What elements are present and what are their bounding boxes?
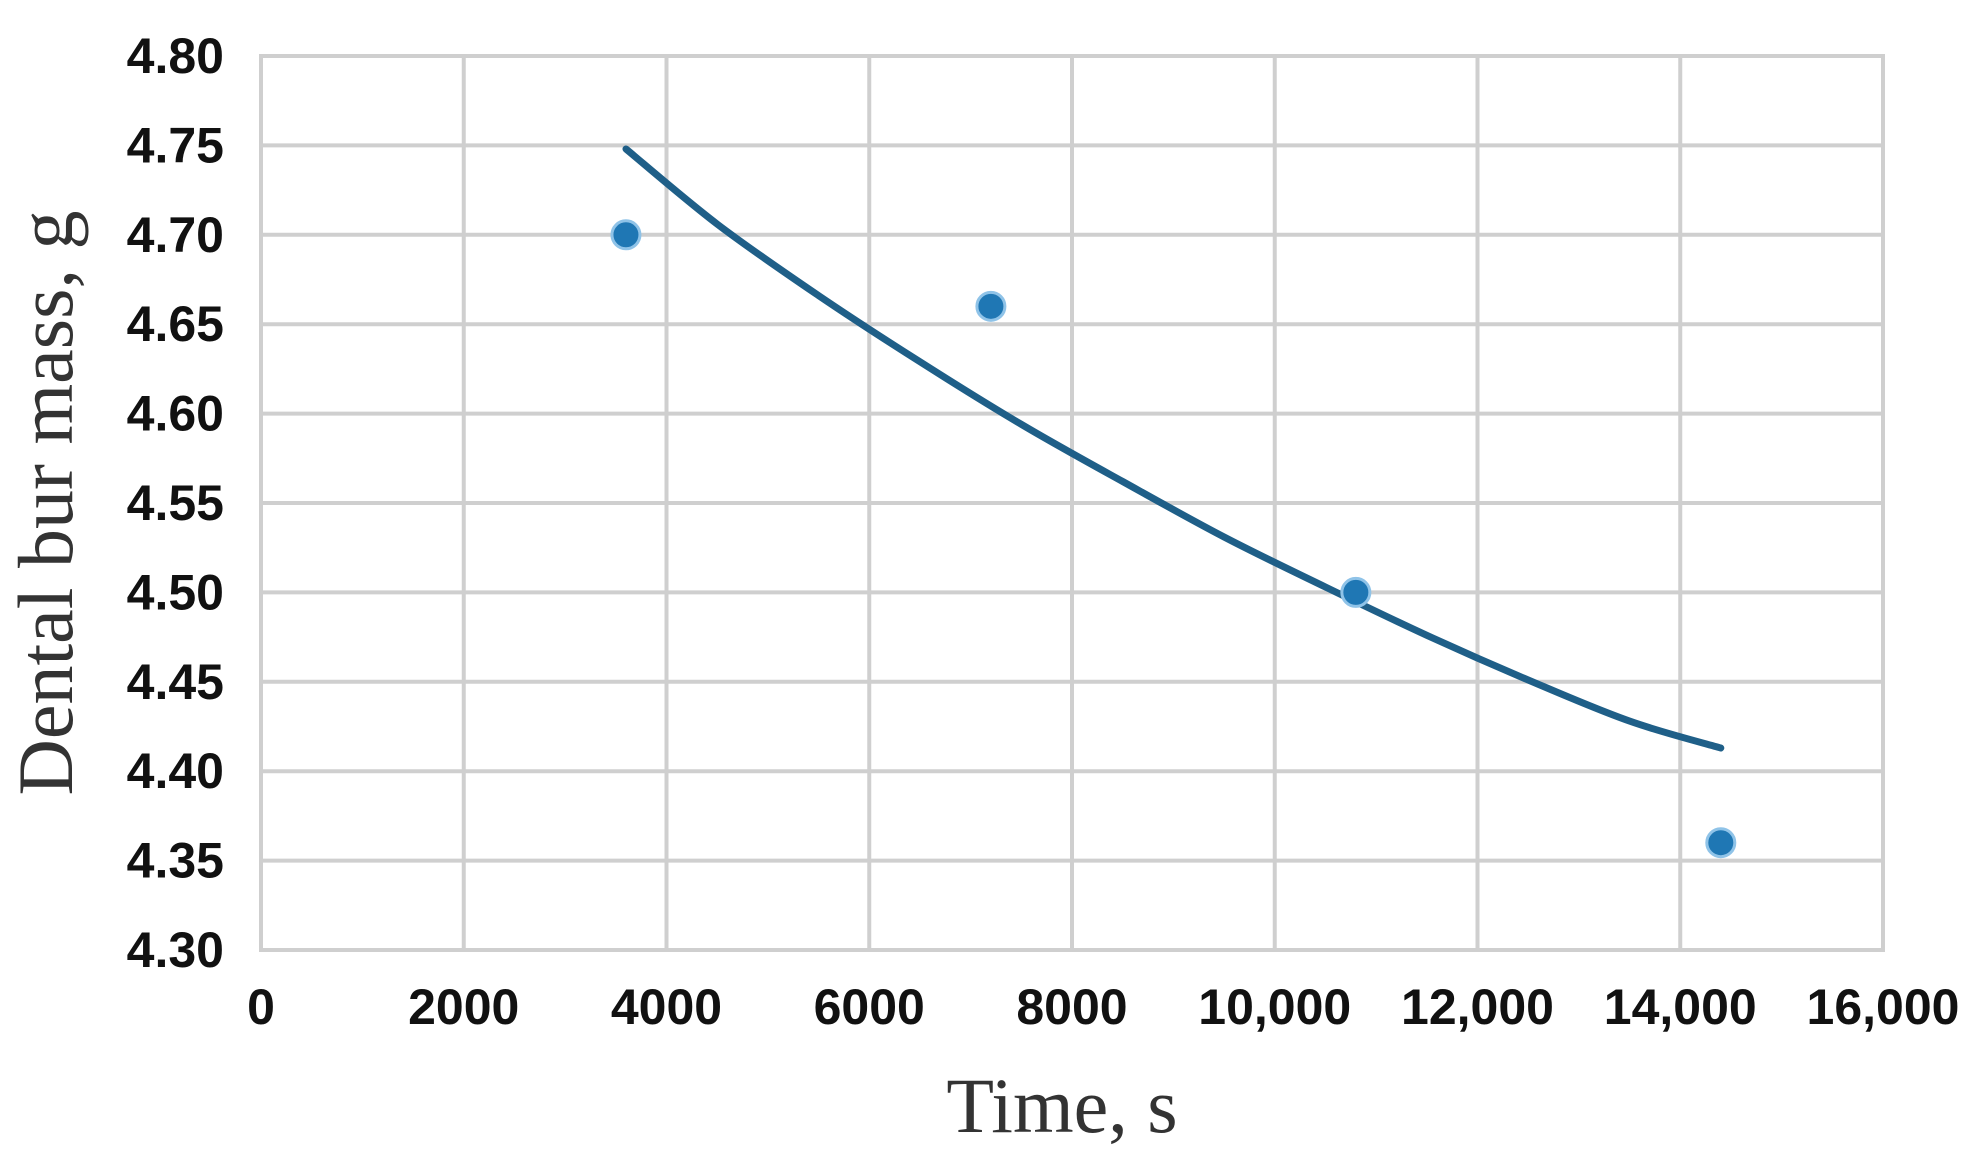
y-tick-label: 4.40 [127, 743, 224, 799]
y-axis-title: Dental bur mass, g [2, 211, 89, 796]
y-tick-label: 4.50 [127, 564, 224, 620]
x-tick-label: 12,000 [1401, 979, 1554, 1035]
y-tick-label: 4.45 [127, 654, 224, 710]
x-axis-title: Time, s [946, 1062, 1177, 1149]
x-tick-label: 14,000 [1604, 979, 1757, 1035]
y-tick-label: 4.70 [127, 207, 224, 263]
y-tick-label: 4.30 [127, 922, 224, 978]
trend-line-series [622, 145, 1725, 752]
y-tick-label: 4.55 [127, 475, 224, 531]
trend-line [622, 145, 1725, 752]
data-point [1705, 827, 1737, 859]
y-tick-label: 4.80 [127, 28, 224, 84]
y-tick-label: 4.60 [127, 386, 224, 442]
x-tick-label: 2000 [408, 979, 519, 1035]
x-tick-label: 10,000 [1198, 979, 1351, 1035]
x-tick-label: 4000 [611, 979, 722, 1035]
y-tick-label: 4.75 [127, 117, 224, 173]
x-axis-ticks: 0 2000 4000 6000 8000 10,000 12,000 14,000 16,00… [247, 979, 1959, 1035]
x-tick-label: 16,000 [1807, 979, 1960, 1035]
y-tick-label: 4.35 [127, 833, 224, 889]
x-tick-label: 0 [247, 979, 275, 1035]
data-point [1340, 576, 1372, 608]
x-tick-label: 6000 [814, 979, 925, 1035]
data-point [610, 219, 642, 251]
plot-area [259, 54, 1885, 952]
grid [259, 54, 1885, 952]
x-tick-label: 8000 [1016, 979, 1127, 1035]
y-tick-label: 4.65 [127, 296, 224, 352]
data-point [975, 290, 1007, 322]
data-point-series [610, 219, 1737, 859]
y-axis-ticks: 4.30 4.35 4.40 4.45 4.50 4.55 4.60 4.65 4.70 4.75… [127, 28, 224, 978]
